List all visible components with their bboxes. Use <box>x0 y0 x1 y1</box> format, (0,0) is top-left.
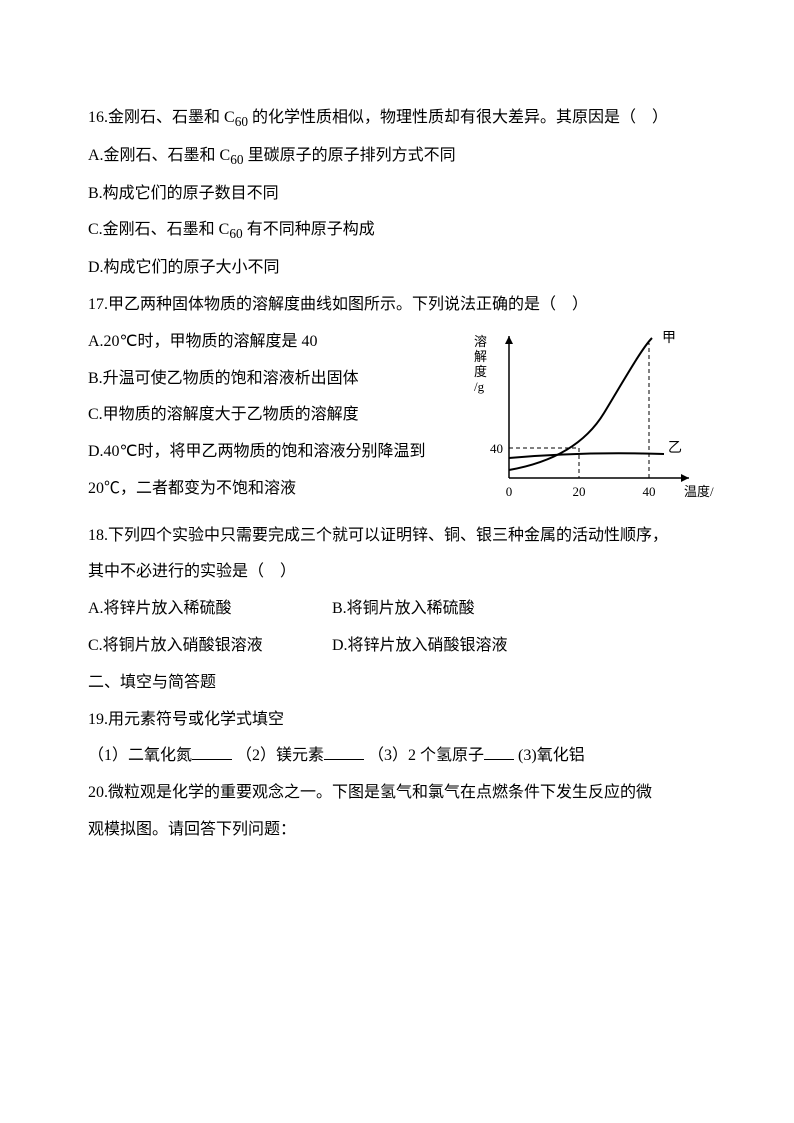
q16-option-d: D.构成它们的原子大小不同 <box>88 250 714 287</box>
q19-part2: （2）镁元素 <box>236 747 324 764</box>
q19-blank-2 <box>324 743 364 760</box>
q19-line1: （1）二氧化氮 （2）镁元素 （3）2 个氢原子 (3)氧化铝 <box>88 738 714 775</box>
svg-text:温度/℃: 温度/℃ <box>684 484 714 499</box>
q19-part3: （3）2 个氢原子 <box>368 747 484 764</box>
q18-stem: 18.下列四个实验中只需要完成三个就可以证明锌、铜、银三种金属的活动性顺序， <box>88 518 714 555</box>
q16-option-a: A.金刚石、石墨和 C60 里碳原子的原子排列方式不同 <box>88 138 714 176</box>
q19-stem: 19.用元素符号或化学式填空 <box>88 702 714 739</box>
svg-text:/g: /g <box>474 379 485 394</box>
q19-part4: (3)氧化铝 <box>518 747 585 764</box>
q20-stem2: 观模拟图。请回答下列问题： <box>88 812 714 849</box>
q18-option-d: D.将锌片放入硝酸银溶液 <box>332 637 508 654</box>
svg-text:甲: 甲 <box>662 331 676 346</box>
q19-part1: （1）二氧化氮 <box>88 747 192 764</box>
svg-text:解: 解 <box>474 349 487 364</box>
svg-text:40: 40 <box>643 484 656 499</box>
q16-option-b: B.构成它们的原子数目不同 <box>88 176 714 213</box>
svg-text:溶: 溶 <box>474 334 487 349</box>
q19-blank-1 <box>192 743 232 760</box>
svg-text:40: 40 <box>490 441 503 456</box>
solubility-chart: 溶解度/g 温度/℃ 40 0 20 40 甲乙 <box>454 328 714 518</box>
svg-text:度: 度 <box>474 364 487 379</box>
q18-option-a: A.将锌片放入稀硫酸 <box>88 591 328 628</box>
svg-text:20: 20 <box>573 484 586 499</box>
q16-option-c: C.金刚石、石墨和 C60 有不同种原子构成 <box>88 212 714 250</box>
svg-text:乙: 乙 <box>668 440 682 456</box>
q18-option-c: C.将铜片放入硝酸银溶液 <box>88 628 328 665</box>
section-heading: 二、填空与简答题 <box>88 665 714 702</box>
q18-stem2: 其中不必进行的实验是（ ） <box>88 554 714 591</box>
q20-stem1: 20.微粒观是化学的重要观念之一。下图是氢气和氯气在点燃条件下发生反应的微 <box>88 775 714 812</box>
q18-row1: A.将锌片放入稀硫酸 B.将铜片放入稀硫酸 <box>88 591 714 628</box>
q18-row2: C.将铜片放入硝酸银溶液 D.将锌片放入硝酸银溶液 <box>88 628 714 665</box>
q18-option-b: B.将铜片放入稀硫酸 <box>332 600 475 617</box>
svg-text:0: 0 <box>506 484 513 499</box>
q17-stem: 17.甲乙两种固体物质的溶解度曲线如图所示。下列说法正确的是（ ） <box>88 287 714 324</box>
q16-stem: 16.金刚石、石墨和 C60 的化学性质相似，物理性质却有很大差异。其原因是（ … <box>88 100 714 138</box>
q19-blank-3 <box>484 743 514 760</box>
